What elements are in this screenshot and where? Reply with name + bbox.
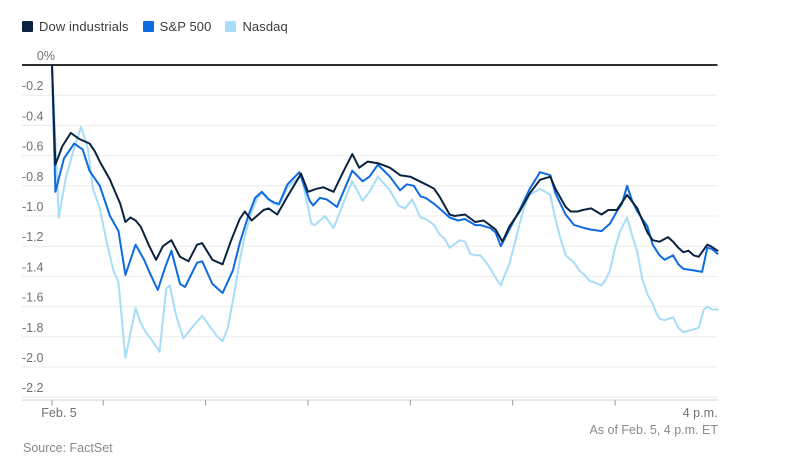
legend-item-s-p-500: S&P 500	[142, 19, 212, 34]
legend-label: S&P 500	[159, 19, 212, 34]
y-axis-label: -2.2	[22, 381, 44, 395]
y-axis-label: -1.2	[22, 230, 44, 244]
y-axis-label: -0.6	[22, 140, 44, 154]
y-axis-label: -1.0	[22, 200, 44, 214]
as-of-note: As of Feb. 5, 4 p.m. ET	[589, 423, 718, 437]
legend-swatch-icon	[225, 21, 237, 32]
y-axis-label: -1.4	[22, 260, 44, 274]
legend-label: Nasdaq	[242, 19, 288, 34]
legend-swatch-icon	[22, 21, 33, 32]
legend-item-dow-industrials: Dow industrials	[22, 19, 129, 34]
y-axis-label: -1.8	[22, 321, 44, 335]
series-line-s-p-500	[51, 64, 719, 294]
source-credit: Source: FactSet	[23, 441, 113, 455]
y-axis-label: -2.0	[22, 351, 44, 365]
series-line-nasdaq	[51, 64, 719, 359]
y-axis-label: -1.6	[22, 291, 44, 305]
legend: Dow industrials S&P 500 Nasdaq	[22, 19, 288, 34]
legend-swatch-icon	[142, 21, 154, 32]
y-axis-label: -0.2	[22, 79, 44, 93]
y-axis-label: -0.4	[22, 109, 44, 123]
legend-label: Dow industrials	[39, 19, 129, 34]
x-axis-end-label: 4 p.m.	[683, 406, 718, 420]
x-axis-label: Feb. 5	[41, 406, 76, 420]
legend-item-nasdaq: Nasdaq	[225, 19, 288, 34]
y-axis-label: 0%	[37, 49, 55, 63]
series-line-dow-industrials	[51, 64, 719, 266]
y-axis-label: -0.8	[22, 170, 44, 184]
